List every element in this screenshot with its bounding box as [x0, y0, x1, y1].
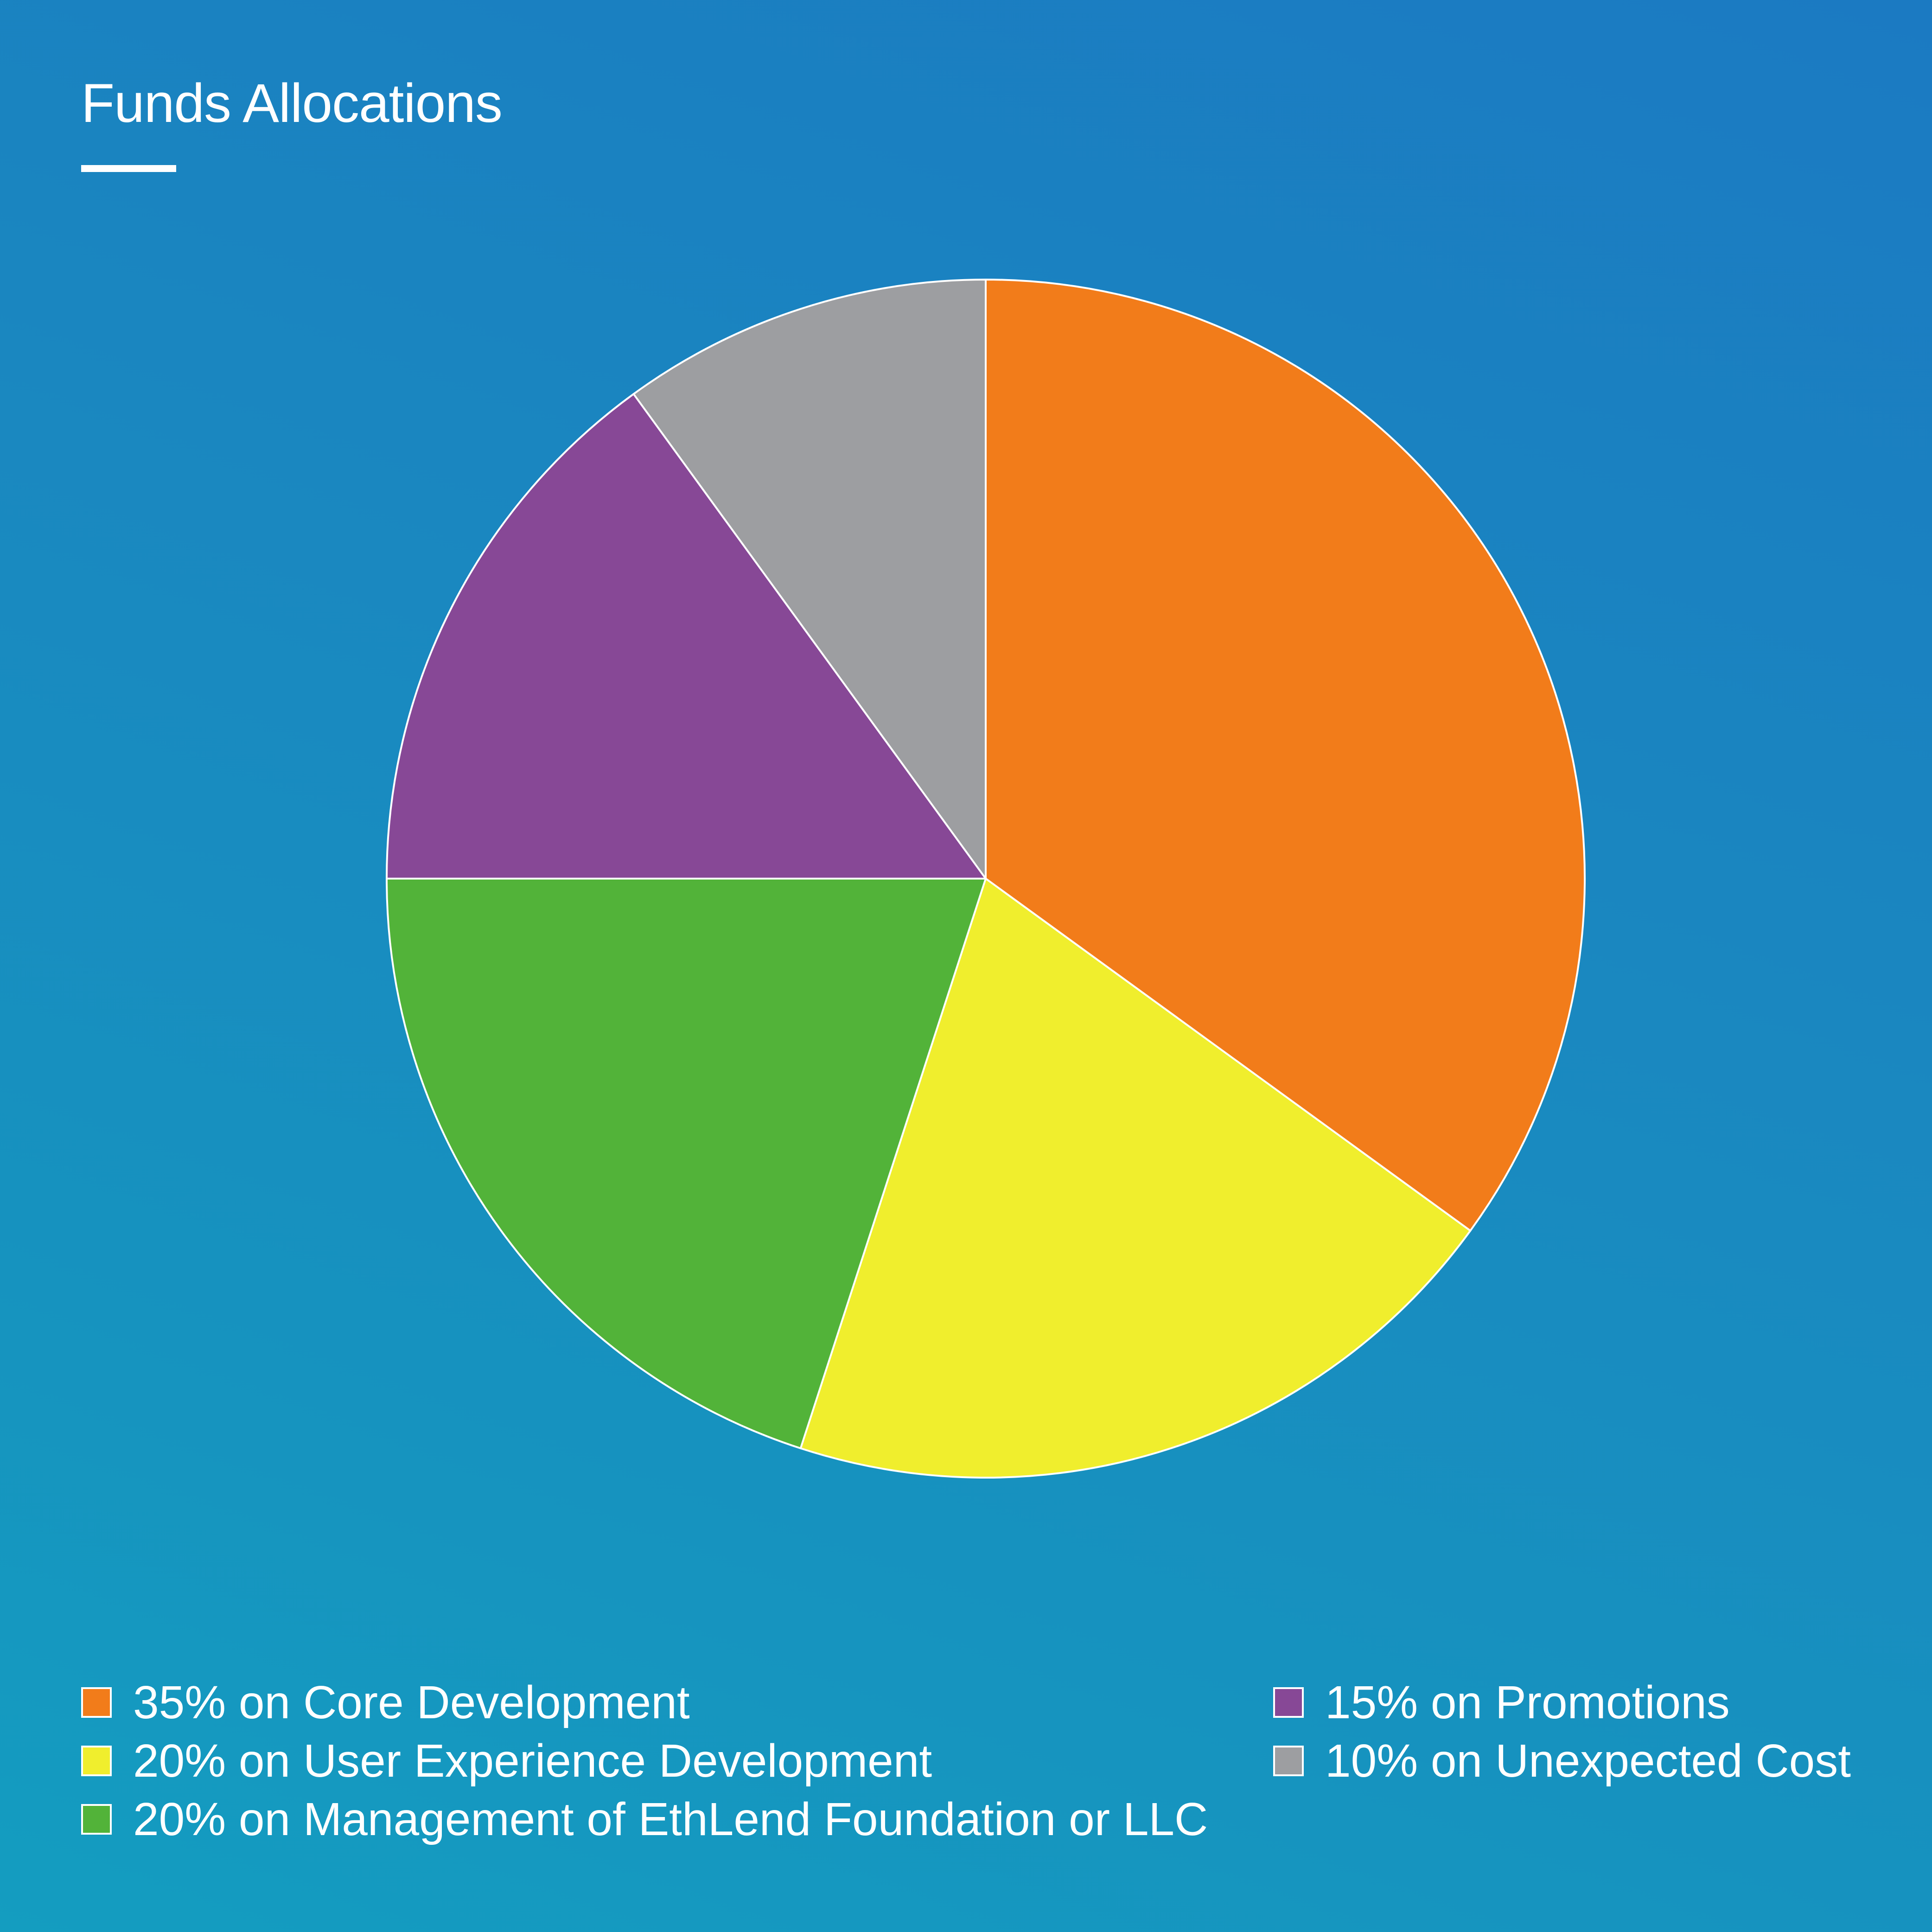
legend-swatch-management — [81, 1804, 112, 1835]
pie-slice-core-development — [985, 279, 1586, 1232]
pie-slice-unexpected-cost — [632, 279, 987, 880]
legend-swatch-user-experience — [81, 1746, 112, 1776]
legend-label-user-experience: 20% on User Experience Development — [133, 1735, 932, 1787]
legend-item-user-experience: 20% on User Experience Development — [81, 1738, 932, 1784]
pie-slice-management — [386, 878, 987, 1449]
pie-slice-user-experience — [799, 878, 1472, 1479]
pie-slice-promotions — [386, 393, 987, 880]
legend-label-core-development: 35% on Core Development — [133, 1677, 690, 1728]
title-underline — [81, 165, 176, 172]
pie-slices — [386, 279, 1586, 1479]
legend-swatch-core-development — [81, 1687, 112, 1718]
legend-swatch-unexpected-cost — [1273, 1746, 1304, 1776]
legend-item-management: 20% on Management of EthLend Foundation … — [81, 1796, 1208, 1843]
legend-label-management: 20% on Management of EthLend Foundation … — [133, 1793, 1208, 1845]
legend-item-unexpected-cost: 10% on Unexpected Cost — [1273, 1738, 1851, 1784]
legend-item-core-development: 35% on Core Development — [81, 1679, 690, 1726]
legend-swatch-promotions — [1273, 1687, 1304, 1718]
chart-title: Funds Allocations — [81, 73, 503, 134]
legend-item-promotions: 15% on Promotions — [1273, 1679, 1730, 1726]
legend-label-unexpected-cost: 10% on Unexpected Cost — [1325, 1735, 1851, 1787]
legend-label-promotions: 15% on Promotions — [1325, 1677, 1730, 1728]
